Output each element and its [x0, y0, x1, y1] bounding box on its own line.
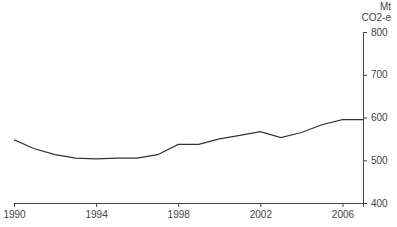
x-tick-label: 2006 — [332, 209, 355, 220]
y-tick-label: 700 — [371, 69, 388, 80]
y-tick-label: 400 — [371, 198, 388, 209]
y-tick: 600 — [363, 112, 388, 123]
x-tick-mark — [96, 203, 97, 207]
y-tick-mark — [363, 203, 367, 204]
y-tick-mark — [363, 160, 367, 161]
x-tick: 1990 — [3, 203, 26, 220]
y-tick: 500 — [363, 155, 388, 166]
x-tick: 2002 — [250, 203, 273, 220]
y-axis-title: MtCO2-e — [362, 1, 392, 23]
y-tick: 700 — [363, 69, 388, 80]
y-tick-label: 600 — [371, 112, 388, 123]
x-tick-label: 2002 — [250, 209, 273, 220]
x-tick-mark — [14, 203, 15, 207]
plot-area — [14, 120, 363, 159]
x-tick-label: 1994 — [85, 209, 108, 220]
x-tick: 1998 — [168, 203, 191, 220]
x-tick-label: 1990 — [3, 209, 26, 220]
x-tick: 2006 — [332, 203, 355, 220]
y-tick: 800 — [363, 27, 388, 38]
y-tick-mark — [363, 32, 367, 33]
x-tick-mark — [342, 203, 343, 207]
x-tick-label: 1998 — [168, 209, 191, 220]
y-tick-mark — [363, 118, 367, 119]
x-tick: 1994 — [85, 203, 108, 220]
y-axis: 400 500 600 700 800 — [363, 27, 388, 209]
y-tick: 400 — [363, 198, 388, 209]
y-axis-line — [364, 33, 368, 204]
x-tick-mark — [260, 203, 261, 207]
y-tick-label: 500 — [371, 155, 388, 166]
x-axis-line — [15, 204, 364, 208]
y-tick-label: 800 — [371, 27, 388, 38]
x-axis: 1990 1994 1998 2002 2006 — [3, 203, 363, 220]
x-tick-mark — [178, 203, 179, 207]
y-tick-mark — [363, 75, 367, 76]
data-line — [14, 120, 363, 159]
